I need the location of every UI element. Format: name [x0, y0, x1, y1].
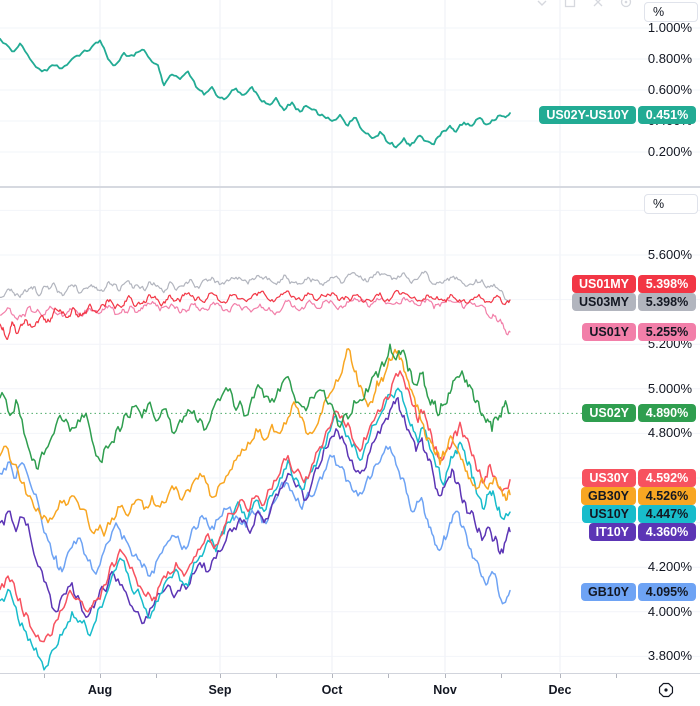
pane-maximize-icon[interactable] [562, 0, 578, 10]
price-label-IT10Y[interactable]: IT10Y 4.360% [588, 523, 696, 541]
price-label-GB30Y[interactable]: GB30Y 4.526% [581, 487, 696, 505]
ytick-label: 0.200% [647, 144, 692, 159]
price-label-value: 4.095% [638, 583, 696, 601]
price-label-symbol: US01Y [582, 323, 636, 341]
price-label-symbol: GB10Y [581, 583, 636, 601]
price-label-symbol: US02Y [582, 404, 636, 422]
time-axis-tick [220, 674, 221, 678]
month-label-nov: Nov [433, 683, 457, 697]
price-label-value: 4.526% [638, 487, 696, 505]
pane-more-icon[interactable] [618, 0, 634, 10]
price-label-value: 4.447% [638, 505, 696, 523]
time-axis-tick [156, 674, 157, 678]
time-axis-tick [44, 674, 45, 678]
pane-close-icon[interactable] [590, 0, 606, 10]
price-scale-unit-top[interactable]: % [644, 2, 698, 22]
series-line-US30Y[interactable] [0, 370, 511, 643]
time-axis-tick [445, 674, 446, 678]
ytick-label: 0.800% [647, 51, 692, 66]
month-label-dec: Dec [548, 683, 572, 697]
pane-buttons [534, 0, 634, 12]
price-label-US01MY[interactable]: US01MY 5.398% [571, 275, 696, 293]
price-label-US10Y[interactable]: US10Y 4.447% [582, 505, 696, 523]
series-line-GB10Y[interactable] [0, 445, 511, 605]
price-label-value: 4.360% [638, 523, 696, 541]
time-axis-tick [100, 674, 101, 678]
price-label-value: 5.398% [638, 293, 696, 311]
ytick-label: 0.600% [647, 82, 692, 97]
price-label-symbol: GB30Y [581, 487, 636, 505]
price-label-US30Y[interactable]: US30Y 4.592% [582, 469, 696, 487]
ytick-label: 4.000% [647, 603, 692, 619]
price-label-symbol: US02Y-US10Y [539, 106, 636, 124]
series-line-US01Y[interactable] [0, 296, 511, 336]
time-axis-tick [501, 674, 502, 678]
series-line-GB30Y[interactable] [0, 348, 511, 537]
series-line-US03MY[interactable] [0, 270, 511, 302]
price-label-value: 4.592% [638, 469, 696, 487]
series-line-US10Y[interactable] [0, 387, 511, 671]
series-line-US02Y-US10Y[interactable] [0, 37, 511, 149]
time-axis-tick [332, 674, 333, 678]
time-axis[interactable]: Aug Sep Oct Nov Dec [0, 673, 700, 706]
month-label-oct: Oct [321, 683, 343, 697]
price-label-symbol: IT10Y [588, 523, 636, 541]
time-axis-tick [560, 674, 561, 678]
time-axis-tick [616, 674, 617, 678]
time-axis-tick [276, 674, 277, 678]
octagon-settings-icon[interactable] [658, 682, 674, 698]
month-label-sep: Sep [208, 683, 232, 697]
ytick-label: 3.800% [647, 648, 692, 664]
ytick-label: 4.800% [647, 425, 692, 441]
price-label-US02Y-US10Y[interactable]: US02Y-US10Y 0.451% [539, 106, 696, 124]
price-label-symbol: US03MY [571, 293, 636, 311]
pane-move-icon[interactable] [534, 0, 550, 10]
series-line-US01MY[interactable] [0, 289, 511, 340]
price-label-value: 5.398% [638, 275, 696, 293]
price-label-symbol: US01MY [571, 275, 636, 293]
price-scale-unit-main[interactable]: % [644, 194, 698, 214]
time-axis-tick [388, 674, 389, 678]
price-label-GB10Y[interactable]: GB10Y 4.095% [581, 583, 696, 601]
price-label-US01Y[interactable]: US01Y 5.255% [582, 323, 696, 341]
price-label-value: 0.451% [638, 106, 696, 124]
spread-pane-chart[interactable] [0, 0, 700, 186]
pane-divider[interactable] [0, 186, 700, 188]
month-label-aug: Aug [87, 683, 113, 697]
price-label-US02Y[interactable]: US02Y 4.890% [582, 404, 696, 422]
series-line-US02Y[interactable] [0, 343, 511, 470]
price-label-symbol: US30Y [582, 469, 636, 487]
price-label-symbol: US10Y [582, 505, 636, 523]
ytick-label: 1.000% [647, 20, 692, 35]
price-label-value: 5.255% [638, 323, 696, 341]
price-label-value: 4.890% [638, 404, 696, 422]
price-label-US03MY[interactable]: US03MY 5.398% [571, 293, 696, 311]
ytick-label: 5.000% [647, 380, 692, 396]
ytick-label: 4.200% [647, 559, 692, 575]
ytick-label: 5.600% [647, 247, 692, 262]
